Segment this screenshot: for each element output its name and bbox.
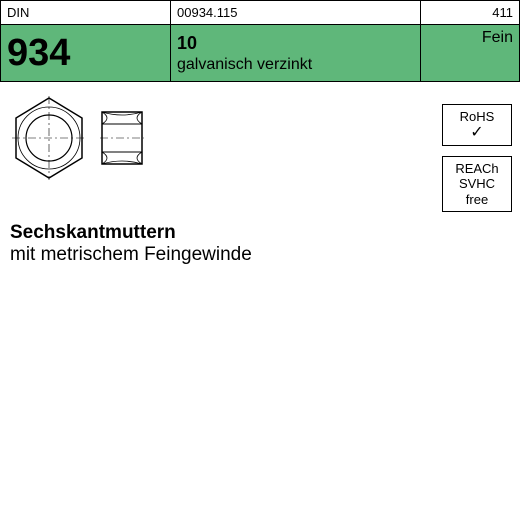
hex-nut-side-icon [100, 110, 144, 166]
din-number: 934 [7, 34, 70, 72]
product-code: 00934.115 [171, 1, 421, 24]
fein-cell: Fein [421, 25, 519, 81]
reach-line2: SVHC [445, 176, 509, 192]
reach-badge: REACh SVHC free [442, 156, 512, 213]
compliance-badges: RoHS ✓ REACh SVHC free [442, 104, 512, 212]
coating-value: galvanisch verzinkt [177, 56, 420, 74]
grade-value: 10 [177, 33, 420, 54]
hex-nut-front-icon [12, 96, 86, 180]
fein-label: Fein [482, 29, 513, 47]
din-cell: 934 [1, 25, 171, 81]
check-icon: ✓ [445, 125, 509, 141]
standard-label: DIN [1, 1, 171, 24]
title-line1: Sechskantmuttern [10, 222, 252, 244]
rohs-label: RoHS [445, 109, 509, 125]
reach-line1: REACh [445, 161, 509, 177]
header-green-row: 934 10 galvanisch verzinkt Fein [0, 24, 520, 82]
reach-line3: free [445, 192, 509, 208]
title-line2: mit metrischem Feingewinde [10, 244, 252, 266]
header: DIN 00934.115 411 934 10 galvanisch verz… [0, 0, 520, 82]
product-title: Sechskantmuttern mit metrischem Feingewi… [10, 222, 252, 266]
header-top-row: DIN 00934.115 411 [0, 0, 520, 24]
rohs-badge: RoHS ✓ [442, 104, 512, 146]
grade-cell: 10 galvanisch verzinkt [171, 25, 421, 81]
ref-number: 411 [421, 1, 519, 24]
